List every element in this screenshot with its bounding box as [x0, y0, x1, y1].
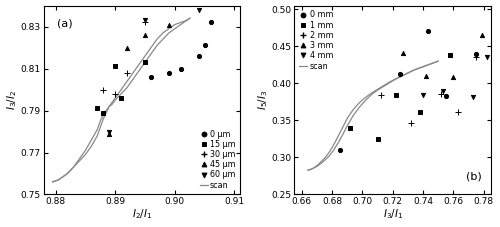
Point: [123, 46, 131, 49]
Legend: 0 mm, 1 mm, 2 mm, 3 mm, 4 mm, scan: 0 mm, 1 mm, 2 mm, 3 mm, 4 mm, scan: [298, 10, 334, 71]
Point: [105, 130, 113, 133]
Point: [206, 21, 214, 24]
Point: [450, 76, 458, 79]
Point: [422, 74, 430, 78]
Legend: 0 μm, 15 μm, 30 μm, 45 μm, 60 μm, scan: 0 μm, 15 μm, 30 μm, 45 μm, 60 μm, scan: [198, 129, 236, 190]
Point: [419, 94, 427, 97]
Point: [442, 94, 450, 98]
Point: [141, 60, 149, 64]
Point: [147, 75, 155, 79]
Point: [346, 126, 354, 130]
Point: [194, 8, 202, 12]
Point: [100, 88, 108, 91]
Point: [111, 92, 119, 96]
Point: [194, 54, 202, 58]
Point: [165, 23, 173, 26]
Point: [336, 148, 344, 152]
Y-axis label: $I_3/I_2$: $I_3/I_2$: [6, 90, 20, 110]
Point: [469, 95, 477, 99]
Point: [454, 110, 462, 113]
Point: [424, 29, 432, 33]
Point: [374, 137, 382, 141]
Point: [105, 132, 113, 136]
Point: [407, 122, 415, 125]
X-axis label: $I_3/I_1$: $I_3/I_1$: [382, 208, 403, 222]
Point: [141, 21, 149, 24]
Text: (a): (a): [58, 19, 73, 29]
Point: [416, 110, 424, 113]
Point: [437, 93, 445, 96]
Point: [200, 44, 208, 47]
Y-axis label: $I_5/I_3$: $I_5/I_3$: [256, 90, 270, 110]
Point: [438, 89, 446, 93]
Point: [141, 19, 149, 22]
Point: [100, 111, 108, 114]
Point: [396, 72, 404, 76]
Point: [94, 107, 102, 110]
Point: [446, 53, 454, 57]
Point: [111, 65, 119, 68]
Point: [400, 51, 407, 55]
X-axis label: $I_2/I_1$: $I_2/I_1$: [132, 208, 152, 222]
Point: [472, 52, 480, 56]
Text: (b): (b): [466, 171, 481, 181]
Point: [392, 94, 400, 97]
Point: [117, 96, 125, 100]
Point: [376, 94, 384, 97]
Point: [177, 67, 185, 70]
Point: [165, 71, 173, 75]
Point: [123, 71, 131, 75]
Point: [141, 33, 149, 37]
Point: [482, 56, 490, 59]
Point: [472, 56, 480, 59]
Point: [478, 33, 486, 37]
